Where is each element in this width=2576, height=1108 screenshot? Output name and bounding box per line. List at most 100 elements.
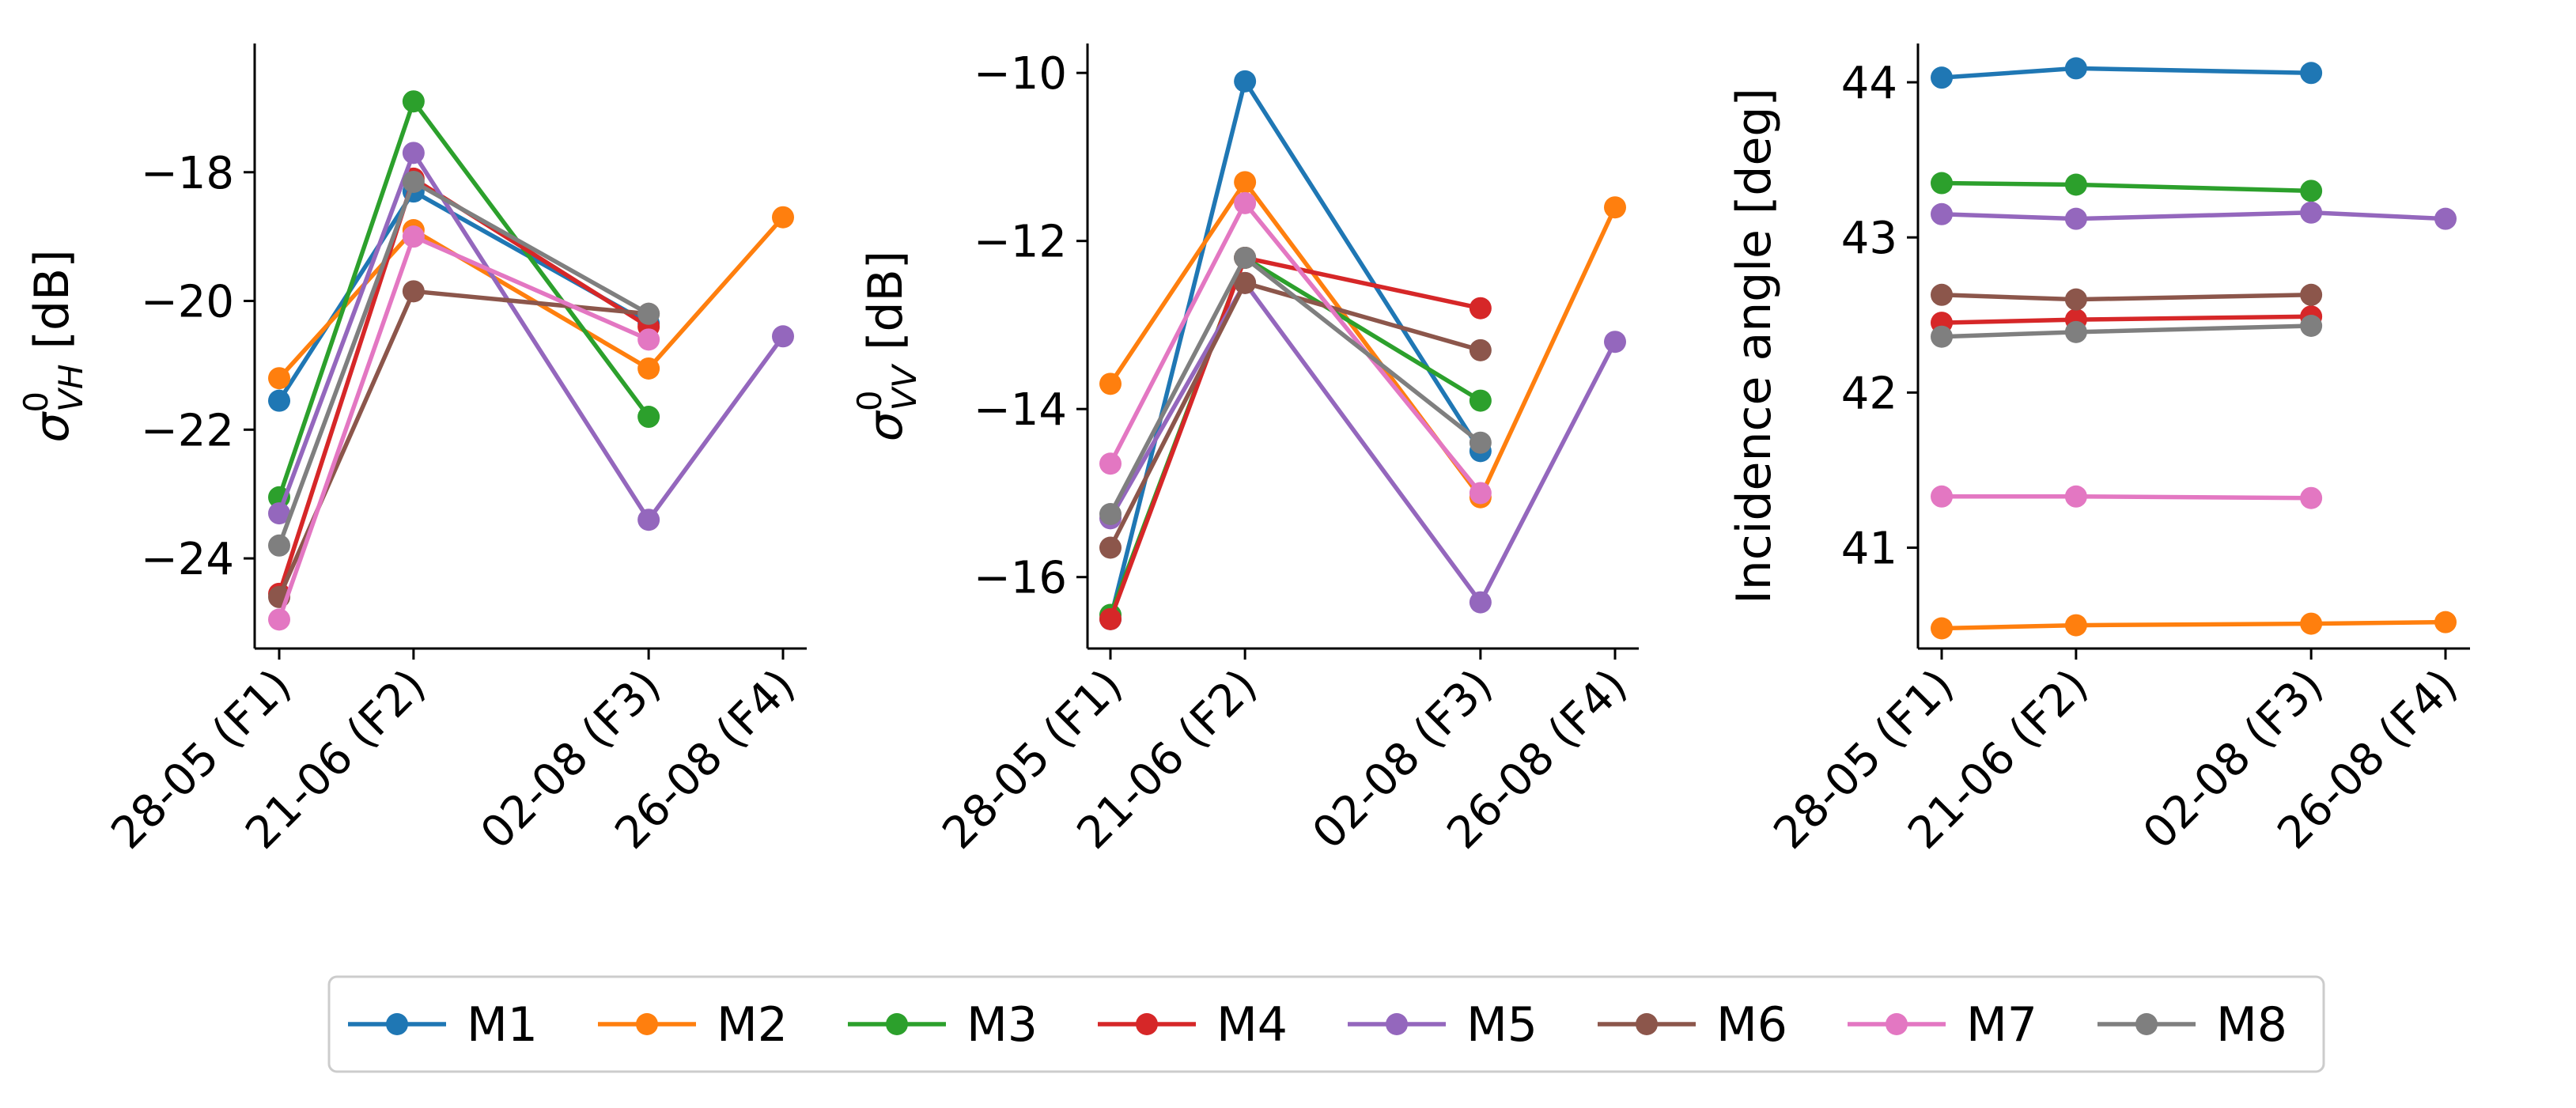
data-point-M4	[1469, 297, 1492, 320]
data-point-M1	[1931, 66, 1953, 89]
data-point-M3	[1469, 389, 1492, 412]
legend-label: M4	[1216, 997, 1288, 1053]
series-M8	[1099, 246, 1492, 525]
legend-entry-M5: M5	[1348, 997, 1538, 1053]
y-tick-label: −16	[974, 553, 1067, 604]
data-point-M5	[2064, 207, 2087, 230]
data-point-M3	[1931, 172, 1953, 195]
series-M6	[1931, 283, 2323, 311]
legend-entry-M6: M6	[1598, 997, 1787, 1053]
y-tick-label: 44	[1841, 58, 1897, 109]
data-point-M6	[402, 280, 425, 303]
data-point-M7	[2064, 485, 2087, 508]
data-point-M2	[637, 357, 660, 380]
data-point-M8	[402, 170, 425, 193]
data-point-M5	[1469, 591, 1492, 614]
data-point-M3	[402, 90, 425, 113]
y-tick-label: 43	[1841, 213, 1897, 264]
data-point-M1	[2064, 57, 2087, 80]
y-axis-label: Incidence angle [deg]	[1727, 88, 1782, 604]
data-point-M8	[1099, 503, 1122, 525]
data-point-M5	[772, 325, 794, 348]
series-line-M5	[1941, 210, 2446, 221]
data-point-M5	[2434, 207, 2457, 230]
data-point-M5	[402, 142, 425, 164]
data-point-M3	[2064, 173, 2087, 196]
series-M7	[268, 225, 660, 631]
data-point-M7	[268, 608, 290, 631]
y-tick-label: −18	[141, 148, 234, 199]
series-M7	[1099, 191, 1492, 505]
data-point-M2	[2300, 612, 2323, 635]
y-tick-label: −14	[974, 384, 1067, 436]
legend-entry-M4: M4	[1098, 997, 1288, 1053]
y-tick-label: −20	[141, 277, 234, 328]
data-point-M6	[1469, 338, 1492, 361]
data-point-M1	[268, 389, 290, 412]
legend-label: M2	[717, 997, 788, 1053]
legend-swatch-marker	[886, 1013, 908, 1035]
series-M7	[1931, 485, 2323, 509]
series-line-M4	[1941, 314, 2312, 325]
data-point-M1	[2300, 62, 2323, 85]
series-line-M5	[1108, 281, 1617, 605]
legend-entry-M2: M2	[598, 997, 788, 1053]
legend-label: M3	[966, 997, 1038, 1053]
series-M8	[268, 170, 660, 557]
data-point-M8	[1234, 246, 1257, 269]
data-point-M2	[2434, 611, 2457, 633]
data-point-M8	[2064, 320, 2087, 343]
series-line-M2	[1941, 619, 2446, 631]
legend-label: M7	[1966, 997, 2037, 1053]
series-line-M8	[1941, 323, 2312, 339]
data-point-M2	[268, 367, 290, 390]
series-line-M5	[277, 150, 785, 522]
series-line-M3	[1941, 180, 2312, 194]
data-point-M8	[2300, 315, 2323, 337]
series-M3	[268, 90, 660, 509]
data-point-M5	[2300, 201, 2323, 224]
series-line-M7	[1942, 494, 2312, 501]
legend-entry-M8: M8	[2097, 997, 2287, 1053]
data-point-M2	[1931, 617, 1953, 640]
data-point-M7	[637, 328, 660, 351]
legend-entry-M3: M3	[848, 997, 1038, 1053]
data-point-M8	[268, 534, 290, 557]
data-point-M8	[1931, 325, 1953, 348]
data-point-M5	[637, 509, 660, 531]
data-point-M5	[1931, 202, 1953, 225]
data-point-M7	[2300, 486, 2323, 509]
data-point-M7	[1099, 452, 1122, 475]
data-point-M5	[1604, 331, 1626, 354]
series-line-M6	[1941, 293, 2312, 302]
y-tick-label: 41	[1841, 524, 1897, 575]
series-line-M6	[1108, 281, 1481, 549]
series-M2	[1099, 171, 1626, 509]
legend: M1 M2 M3 M4 M5 M6 M7 M8	[327, 975, 2325, 1073]
data-point-M1	[1234, 70, 1257, 93]
series-M6	[1099, 271, 1492, 559]
series-M2	[1931, 611, 2457, 640]
data-point-M7	[1234, 191, 1257, 214]
series-line-M1	[1941, 66, 2312, 80]
data-point-M3	[2300, 180, 2323, 202]
data-point-M2	[1099, 372, 1122, 395]
y-axis-label: σ0VV [dB]	[850, 251, 924, 441]
data-point-M8	[637, 302, 660, 325]
data-point-M6	[1234, 271, 1257, 294]
legend-box	[327, 975, 2325, 1073]
y-tick-label: −12	[974, 217, 1067, 268]
series-M5	[1931, 201, 2457, 230]
legend-swatch-marker	[636, 1013, 658, 1035]
data-point-M7	[1931, 485, 1953, 508]
y-tick-label: −10	[974, 48, 1067, 100]
series-M8	[1931, 315, 2323, 348]
data-point-M7	[1469, 482, 1492, 505]
legend-swatch-marker	[1386, 1013, 1408, 1035]
y-axis-label: σ0VH [dB]	[17, 249, 90, 442]
data-point-M2	[1234, 171, 1257, 194]
